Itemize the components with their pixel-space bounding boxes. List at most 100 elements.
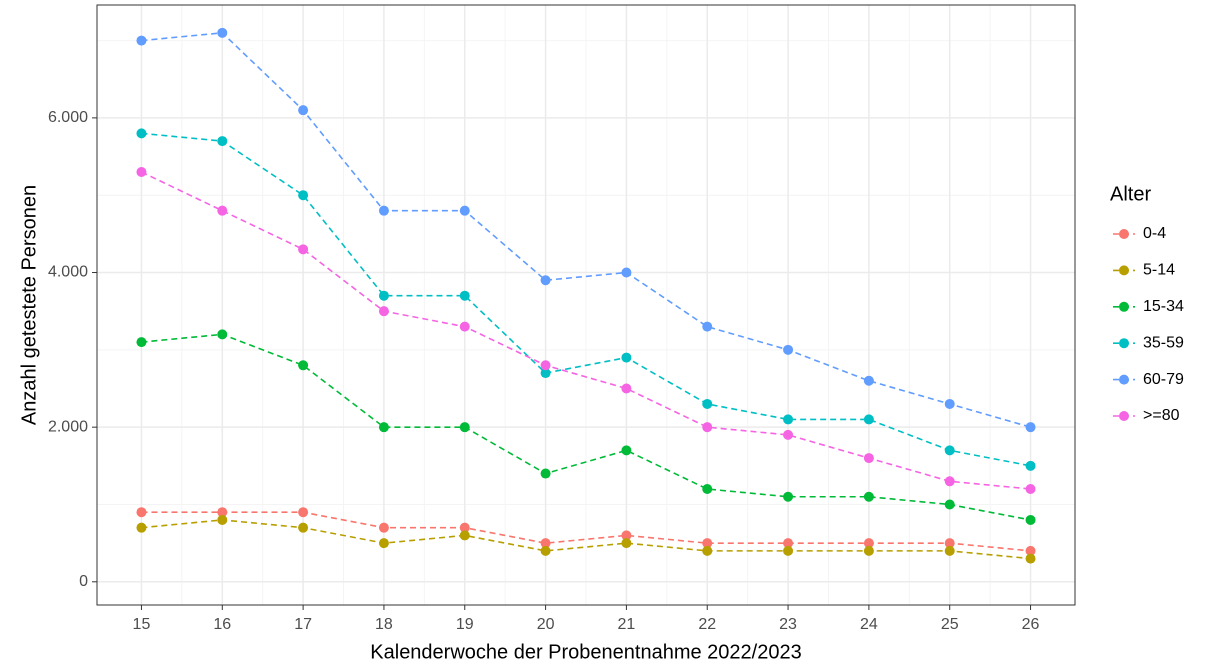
data-point (217, 329, 228, 340)
data-point (540, 468, 551, 479)
x-axis-title: Kalenderwoche der Probenentnahme 2022/20… (370, 641, 801, 663)
x-tick-label: 17 (294, 616, 312, 633)
data-point (702, 398, 713, 409)
data-point (621, 383, 632, 394)
data-point (378, 538, 389, 549)
data-point (783, 429, 794, 440)
y-tick-label: 6.000 (48, 109, 88, 126)
data-point (783, 538, 794, 549)
legend-key-point (1119, 265, 1129, 276)
data-point (459, 321, 470, 332)
legend-key-point (1119, 301, 1129, 312)
legend-label: 35-59 (1143, 334, 1184, 351)
y-tick-label: 4.000 (48, 264, 88, 281)
data-point (136, 35, 147, 46)
data-point (863, 545, 874, 556)
data-point (298, 244, 309, 255)
data-point (217, 205, 228, 216)
x-tick-label: 18 (375, 616, 393, 633)
series-line (141, 519, 1031, 560)
series-line (141, 333, 1031, 521)
data-point (298, 190, 309, 201)
data-point (702, 321, 713, 332)
data-point (217, 514, 228, 525)
data-point (621, 352, 632, 363)
data-point (1025, 553, 1036, 564)
y-tick-label: 2.000 (48, 418, 88, 435)
data-point (702, 545, 713, 556)
data-point (1025, 514, 1036, 525)
data-point (783, 344, 794, 355)
data-point (378, 205, 389, 216)
data-point (217, 507, 228, 518)
data-point (298, 522, 309, 533)
data-point (783, 545, 794, 556)
data-point (944, 499, 955, 510)
series-line (141, 171, 1031, 490)
y-axis-title: Anzahl getestete Personen (18, 185, 40, 425)
x-tick-label: 21 (618, 616, 636, 633)
data-point (136, 128, 147, 139)
data-point (944, 445, 955, 456)
data-point (863, 453, 874, 464)
data-point (621, 267, 632, 278)
data-point (298, 507, 309, 518)
legend-label: 5-14 (1143, 262, 1175, 279)
data-point (1025, 422, 1036, 433)
data-point (459, 422, 470, 433)
data-point (1025, 545, 1036, 556)
legend-label: 15-34 (1143, 298, 1184, 315)
data-point (378, 290, 389, 301)
legend-key-point (1119, 411, 1129, 421)
legend-key-point (1119, 338, 1129, 349)
x-tick-label: 25 (941, 616, 959, 633)
data-point (944, 545, 955, 556)
data-point (459, 205, 470, 216)
legend-key-point (1119, 374, 1129, 385)
data-point (863, 538, 874, 549)
data-point (298, 105, 309, 116)
x-tick-label: 24 (860, 616, 878, 633)
data-point (378, 422, 389, 433)
data-point (378, 522, 389, 533)
series-line (141, 511, 1031, 552)
x-tick-label: 19 (456, 616, 474, 633)
legend-label: 0-4 (1143, 225, 1166, 242)
x-tick-label: 22 (698, 616, 716, 633)
x-tick-label: 20 (537, 616, 555, 633)
data-point (540, 538, 551, 549)
y-tick-label: 0 (79, 573, 88, 590)
data-point (944, 398, 955, 409)
legend-key-point (1119, 229, 1129, 239)
data-point (702, 538, 713, 549)
data-point (702, 422, 713, 433)
data-point (459, 530, 470, 541)
x-tick-label: 26 (1022, 616, 1040, 633)
data-point (136, 337, 147, 348)
data-point (944, 476, 955, 487)
legend-title: Alter (1110, 183, 1151, 205)
x-tick-label: 15 (133, 616, 151, 633)
series-line (141, 132, 1031, 467)
data-point (136, 522, 147, 533)
series-line (141, 32, 1031, 428)
data-point (863, 375, 874, 386)
data-point (217, 136, 228, 147)
data-point (1025, 484, 1036, 495)
data-point (1025, 460, 1036, 471)
data-point (459, 522, 470, 533)
data-point (540, 545, 551, 556)
data-point (540, 368, 551, 379)
data-point (621, 445, 632, 456)
legend-label: 60-79 (1143, 371, 1184, 388)
panel-border (96, 4, 1076, 606)
x-tick-label: 16 (213, 616, 231, 633)
legend-label: >=80 (1143, 407, 1180, 424)
data-point (783, 491, 794, 502)
data-point (136, 507, 147, 518)
data-point (863, 414, 874, 425)
data-point (944, 538, 955, 549)
data-point (621, 538, 632, 549)
